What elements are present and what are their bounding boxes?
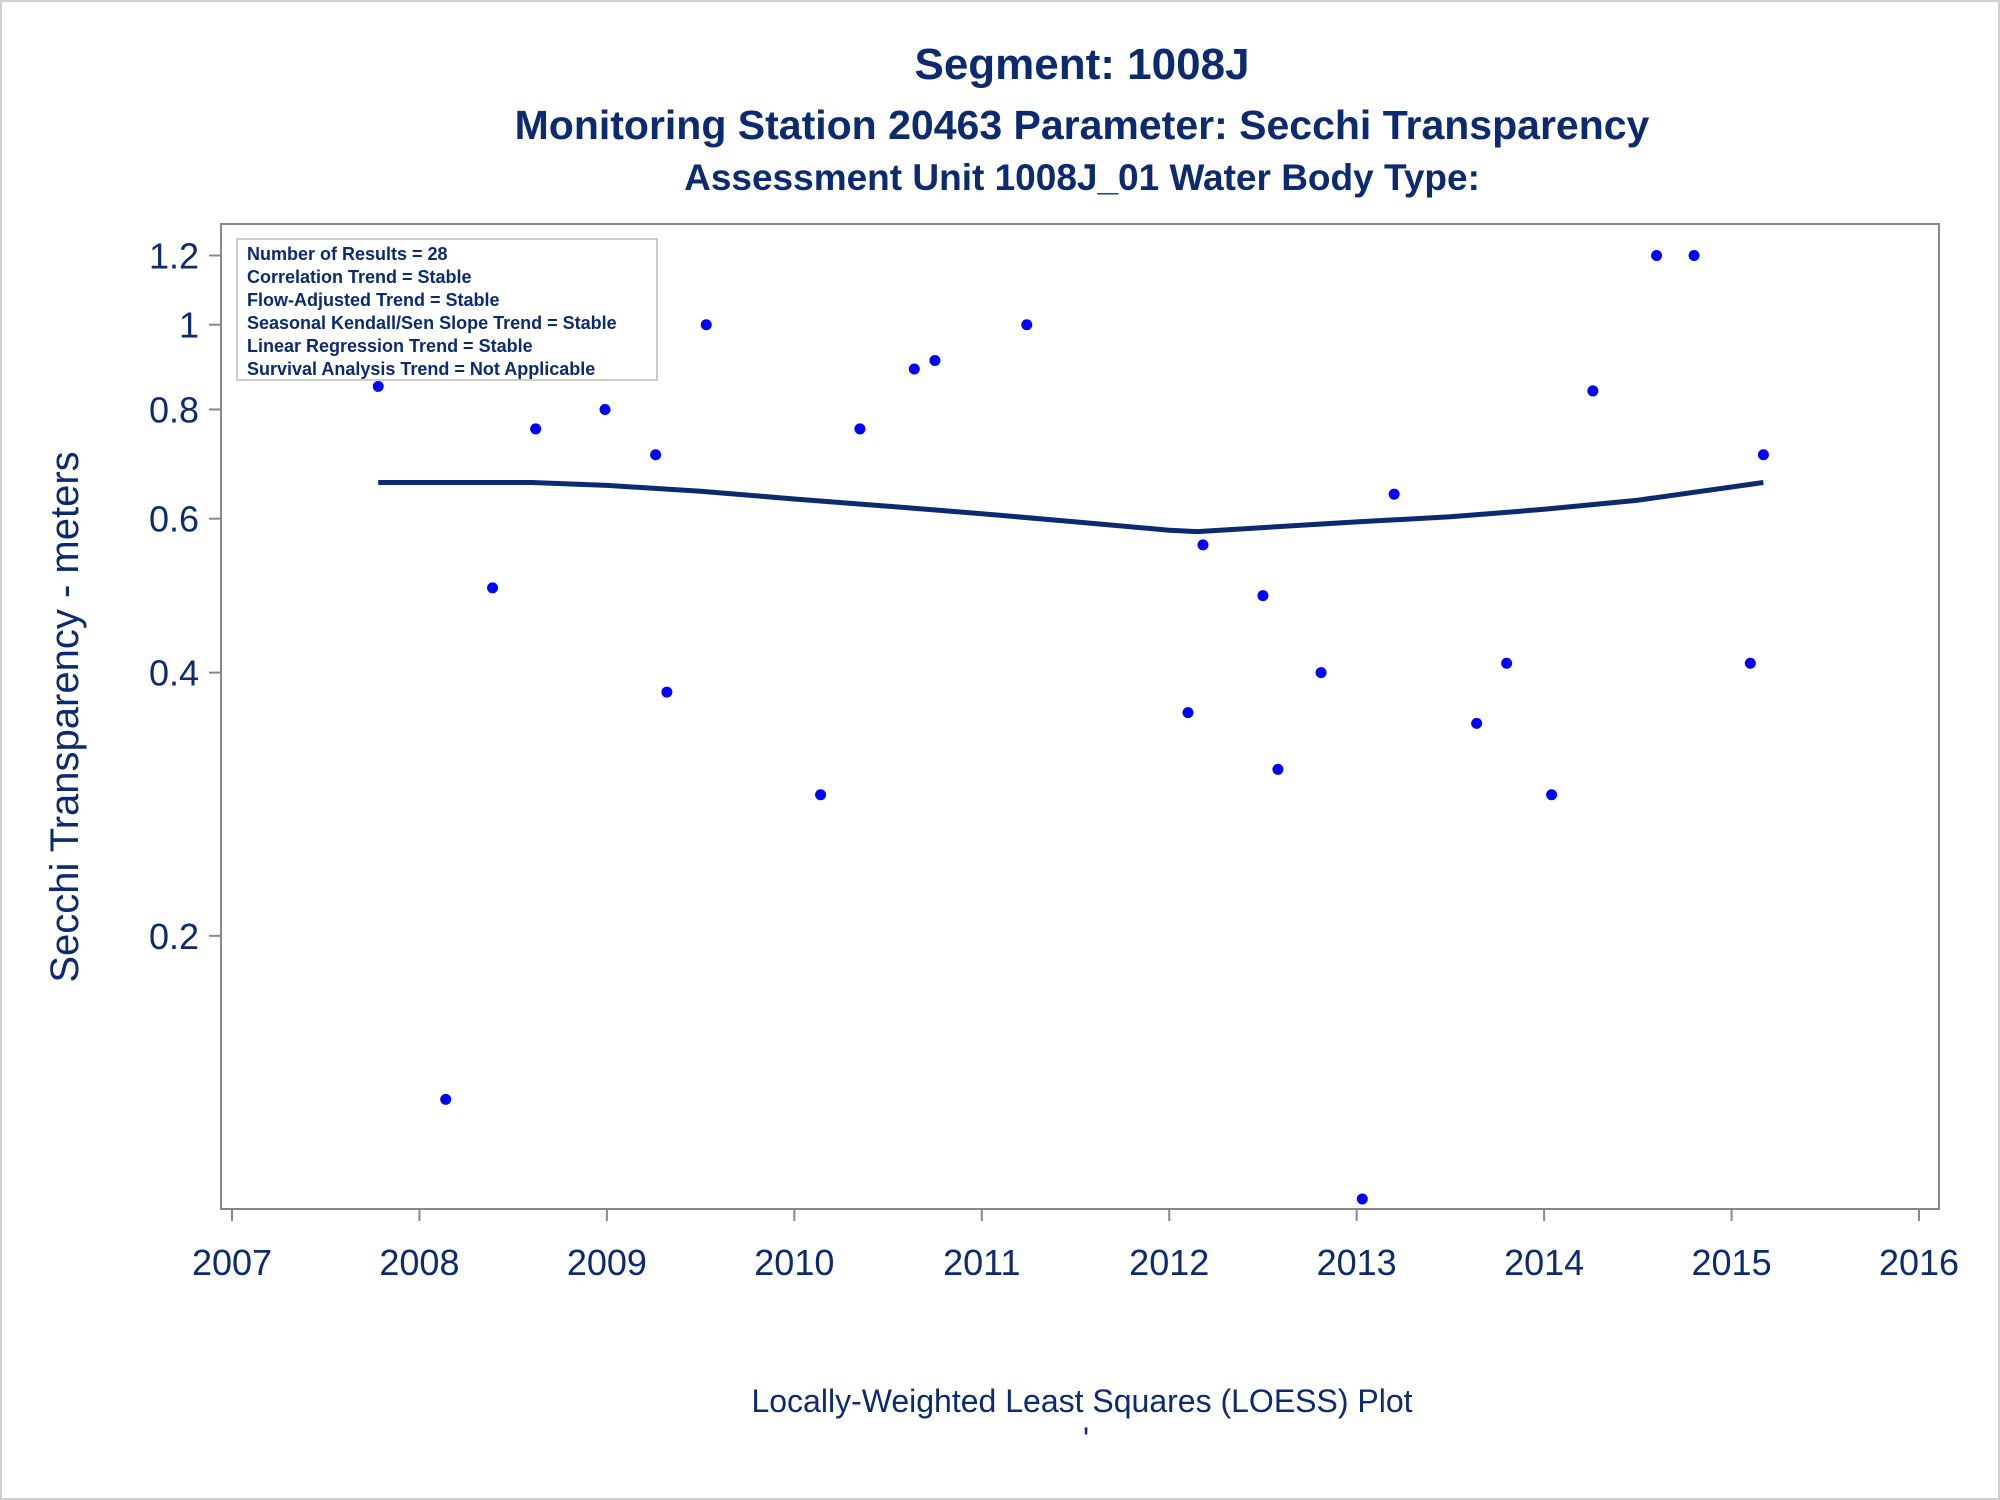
x-tick-label: 2007	[192, 1242, 272, 1283]
stats-inset-line: Seasonal Kendall/Sen Slope Trend = Stabl…	[247, 313, 617, 333]
data-point	[854, 423, 866, 435]
plot-area	[220, 223, 1940, 1210]
chart-subtitle: Monitoring Station 20463 Parameter: Secc…	[515, 102, 1650, 148]
stats-inset-line: Flow-Adjusted Trend = Stable	[247, 290, 500, 310]
x-tick-label: 2010	[754, 1242, 834, 1283]
data-point	[650, 449, 662, 461]
stats-inset-box	[236, 238, 658, 381]
x-tick-label: 2014	[1504, 1242, 1584, 1283]
y-tick-label: 0.8	[149, 389, 199, 430]
data-point	[1688, 249, 1700, 261]
data-point	[908, 363, 920, 375]
data-point	[1546, 789, 1558, 801]
data-point	[530, 423, 542, 435]
data-point	[1651, 249, 1663, 261]
y-tick-label: 0.2	[149, 916, 199, 957]
stats-inset-line: Survival Analysis Trend = Not Applicable	[247, 359, 595, 379]
data-point	[1388, 488, 1400, 500]
data-point	[1257, 590, 1269, 602]
x-tick-label: 2009	[567, 1242, 647, 1283]
data-point	[487, 582, 499, 594]
data-point	[661, 686, 673, 698]
data-point	[815, 789, 827, 801]
chart-footnote: Locally-Weighted Least Squares (LOESS) P…	[751, 1383, 1412, 1419]
x-tick-label: 2012	[1129, 1242, 1209, 1283]
chart-footnote-mark: '	[1083, 1421, 1089, 1457]
y-tick-label: 1	[179, 305, 199, 346]
data-point	[599, 403, 611, 415]
loess-trend-line	[378, 480, 1764, 535]
y-tick-label: 0.6	[149, 499, 199, 540]
data-point	[1501, 657, 1513, 669]
data-point	[1757, 449, 1769, 461]
data-point	[1315, 667, 1327, 679]
stats-inset-line: Correlation Trend = Stable	[247, 267, 472, 287]
data-point	[1272, 763, 1284, 775]
data-point	[1587, 385, 1599, 397]
y-axis: 0.2 0.4 0.6 0.8 1 1.2	[149, 235, 221, 957]
stats-inset-line: Number of Results = 28	[247, 244, 448, 264]
x-tick-label: 2011	[943, 1242, 1020, 1283]
y-tick-label: 1.2	[149, 235, 199, 276]
data-point	[700, 319, 712, 331]
data-points	[372, 249, 1769, 1205]
data-point	[1744, 657, 1756, 669]
chart-subtitle-2: Assessment Unit 1008J_01 Water Body Type…	[684, 157, 1480, 198]
y-axis-label: Secchi Transparency - meters	[43, 451, 87, 982]
data-point	[1182, 707, 1194, 719]
data-point	[1471, 717, 1483, 729]
chart-title: Segment: 1008J	[914, 40, 1249, 89]
data-point	[929, 355, 941, 367]
x-axis: 2007 2008 2009 2010 2011 2012 2013 2014 2015 2016	[192, 1209, 1959, 1283]
data-point	[1021, 319, 1033, 331]
stats-inset-line: Linear Regression Trend = Stable	[247, 336, 533, 356]
x-tick-label: 2015	[1692, 1242, 1772, 1283]
x-tick-label: 2013	[1317, 1242, 1397, 1283]
x-tick-label: 2016	[1879, 1242, 1959, 1283]
data-point	[440, 1093, 452, 1105]
data-point	[1197, 539, 1209, 551]
x-tick-label: 2008	[379, 1242, 459, 1283]
data-point	[372, 380, 384, 392]
data-point	[1356, 1193, 1368, 1205]
y-tick-label: 0.4	[149, 653, 199, 694]
stats-inset: Number of Results = 28 Correlation Trend …	[236, 238, 658, 381]
